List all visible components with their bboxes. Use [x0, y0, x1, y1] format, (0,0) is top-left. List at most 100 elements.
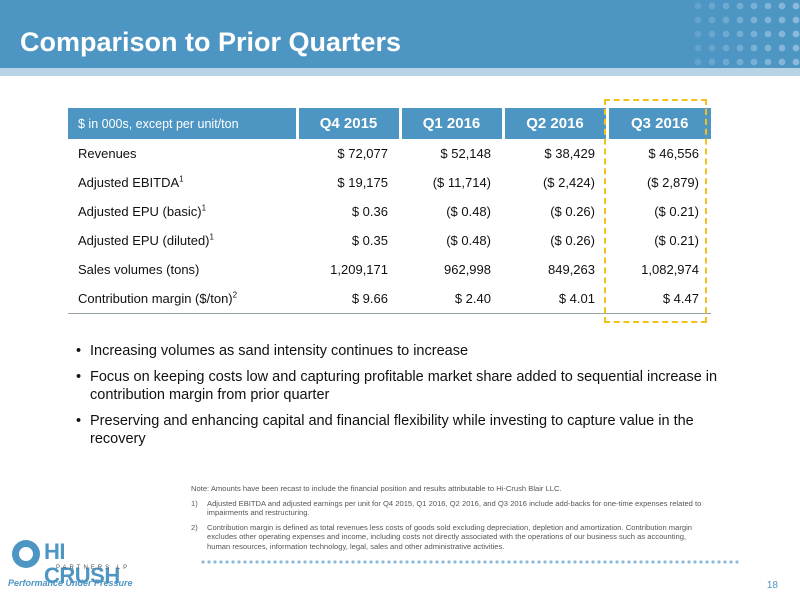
footer-dot	[201, 560, 205, 564]
cell-value: $ 46,556	[648, 146, 699, 161]
pattern-dot	[750, 30, 758, 38]
note-main: Note: Amounts have been recast to includ…	[191, 484, 562, 493]
footer-dot	[465, 560, 469, 564]
footer-dot	[693, 560, 697, 564]
footer-dot	[513, 560, 517, 564]
cell-value: ($ 2,424)	[542, 175, 595, 190]
footer-dot	[291, 560, 295, 564]
cell-value: $ 72,077	[337, 146, 388, 161]
footer-dot	[411, 560, 415, 564]
row-label-text: Adjusted EPU (diluted)	[78, 233, 210, 248]
pattern-dot	[708, 16, 716, 24]
footer-dot	[459, 560, 463, 564]
footer-dot	[309, 560, 313, 564]
footer-dot	[657, 560, 661, 564]
table-header-row: $ in 000s, except per unit/ton Q4 2015 Q…	[68, 108, 711, 139]
table-row: Revenues $ 72,077 $ 52,148 $ 38,429 $ 46,556	[68, 139, 711, 168]
pattern-dot	[694, 58, 702, 66]
column-header: Q2 2016	[501, 108, 607, 139]
cell-value: ($ 2,879)	[646, 175, 699, 190]
pattern-dot	[764, 2, 772, 10]
row-label: Adjusted EBITDA1	[68, 168, 297, 197]
footer-dot	[621, 560, 625, 564]
footer-dot	[561, 560, 565, 564]
footer-dot	[537, 560, 541, 564]
pattern-dot	[792, 2, 800, 10]
footer-dot	[339, 560, 343, 564]
bullet-item: Focus on keeping costs low and capturing…	[76, 368, 726, 404]
footer-dot	[645, 560, 649, 564]
bullet-list: Increasing volumes as sand intensity con…	[76, 342, 726, 456]
footer-dot	[711, 560, 715, 564]
pattern-dot	[792, 30, 800, 38]
footer-dot	[441, 560, 445, 564]
footer-dot	[609, 560, 613, 564]
logo-tagline: Performance Under Pressure	[8, 578, 133, 588]
pattern-dot	[708, 44, 716, 52]
footnote-number: 1)	[191, 498, 198, 508]
footer-dot	[555, 560, 559, 564]
footer-dot	[333, 560, 337, 564]
bullet-item: Increasing volumes as sand intensity con…	[76, 342, 726, 360]
pattern-dot	[792, 58, 800, 66]
pattern-dot	[708, 30, 716, 38]
column-header: Q1 2016	[398, 108, 503, 139]
footer-dot	[663, 560, 667, 564]
footer-dot	[597, 560, 601, 564]
footer-dot	[705, 560, 709, 564]
pattern-dot	[722, 44, 730, 52]
footer-dot	[507, 560, 511, 564]
footer-dot	[219, 560, 223, 564]
footer-dot	[525, 560, 529, 564]
footer-dot	[423, 560, 427, 564]
footnote-marker: 2	[232, 290, 238, 300]
row-label: Sales volumes (tons)	[68, 255, 297, 284]
footer-dot	[225, 560, 229, 564]
footnote-text: Adjusted EBITDA and adjusted earnings pe…	[207, 498, 702, 518]
row-label-text: Contribution margin ($/ton)	[78, 291, 233, 306]
cell-value: 849,263	[548, 262, 595, 277]
footer-dot	[285, 560, 289, 564]
comparison-table: $ in 000s, except per unit/ton Q4 2015 Q…	[68, 108, 711, 314]
footer-dot	[207, 560, 211, 564]
units-label: $ in 000s, except per unit/ton	[68, 108, 297, 139]
footer-dot-line	[201, 560, 739, 564]
footer-dot	[627, 560, 631, 564]
footer-dot	[267, 560, 271, 564]
footer-dot	[261, 560, 265, 564]
footer-dot	[687, 560, 691, 564]
logo-circle-icon	[12, 540, 40, 568]
pattern-dot	[778, 44, 786, 52]
table-row: Contribution margin ($/ton)2 $ 9.66 $ 2.40…	[68, 284, 711, 314]
footer-dot	[579, 560, 583, 564]
footer-dot	[363, 560, 367, 564]
footer-dot	[321, 560, 325, 564]
footer-dot	[669, 560, 673, 564]
row-label-text: Revenues	[78, 146, 137, 161]
pattern-dot	[778, 16, 786, 24]
slide-title: Comparison to Prior Quarters	[20, 27, 402, 57]
pattern-dot	[778, 58, 786, 66]
pattern-dot	[750, 58, 758, 66]
footer-dot	[501, 560, 505, 564]
footer-dot	[483, 560, 487, 564]
pattern-dot	[750, 16, 758, 24]
pattern-dot	[722, 58, 730, 66]
footer-dot	[477, 560, 481, 564]
footer-dot	[327, 560, 331, 564]
footnote-marker: 1	[179, 174, 184, 184]
cell-value: 1,209,171	[330, 262, 388, 277]
logo-subline: PARTNERS LP	[56, 565, 131, 571]
cell-value: $ 19,175	[337, 175, 388, 190]
footer-dot	[729, 560, 733, 564]
cell-value: ($ 0.21)	[654, 204, 699, 219]
page-number: 18	[766, 580, 778, 591]
pattern-dot	[694, 44, 702, 52]
hi-crush-logo: HI CRUSH PARTNERS LP Performance Under P…	[8, 538, 138, 598]
footer-dot	[369, 560, 373, 564]
footer-dot	[549, 560, 553, 564]
row-label: Contribution margin ($/ton)2	[68, 284, 297, 314]
header-bar	[0, 0, 800, 74]
pattern-dot	[764, 16, 772, 24]
cell-value: ($ 0.26)	[550, 204, 595, 219]
